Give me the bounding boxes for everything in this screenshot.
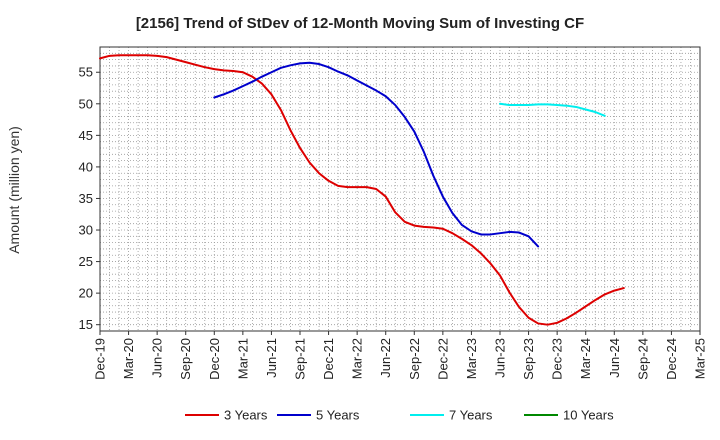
x-tick-label: Mar-25 [693,338,708,379]
series-line-5-years [213,61,540,248]
plot-border [99,46,701,332]
y-tick-label: 25 [79,254,93,269]
x-tick-label: Mar-21 [235,338,250,379]
x-tick-label: Jun-20 [150,338,165,378]
y-tick-label: 45 [79,128,93,143]
legend-label: 7 Years [449,408,493,423]
y-tick-label: 55 [79,65,93,80]
x-tick-label: Dec-19 [93,338,108,380]
x-tick-label: Jun-21 [264,338,279,378]
x-tick-label: Sep-22 [407,338,422,380]
legend: 3 Years 5 Years 7 Years 10 Years [185,408,614,423]
y-tick-label: 50 [79,96,93,111]
x-tick-label: Jun-23 [493,338,508,378]
x-tick-label: Mar-20 [121,338,136,379]
x-tick-label: Mar-22 [350,338,365,379]
y-axis-label: Amount (million yen) [6,126,22,254]
x-tick-label: Dec-20 [207,338,222,380]
y-tick-label: 35 [79,191,93,206]
x-tick-label: Jun-24 [607,338,622,378]
chart-title: [2156] Trend of StDev of 12-Month Moving… [136,15,584,32]
legend-label: 3 Years [224,408,268,423]
legend-label: 10 Years [563,408,614,423]
x-tick-label: Dec-21 [321,338,336,380]
x-tick-label: Mar-24 [578,338,593,379]
x-tick-label: Sep-21 [293,338,308,380]
x-tick-label: Sep-23 [521,338,536,380]
y-tick-label: 40 [79,159,93,174]
x-tick-label: Mar-23 [464,338,479,379]
y-tick-label: 30 [79,223,93,238]
legend-label: 5 Years [316,408,360,423]
series-line-3-years [99,54,625,326]
x-tick-label: Dec-24 [664,338,679,380]
plot-area: 15 20 25 30 35 40 45 50 55 Dec-19 Mar-20 Jun-20 Sep-… [79,46,708,380]
x-tick-label: Dec-22 [435,338,450,380]
x-tick-label: Jun-22 [378,338,393,378]
series-line-7-years [499,102,606,117]
y-tick-label: 20 [79,286,93,301]
x-tick-label: Sep-24 [635,338,650,380]
y-tick-label: 15 [79,317,93,332]
plot-background [100,47,700,331]
x-tick-label: Dec-23 [550,338,565,380]
x-tick-label: Sep-20 [178,338,193,380]
